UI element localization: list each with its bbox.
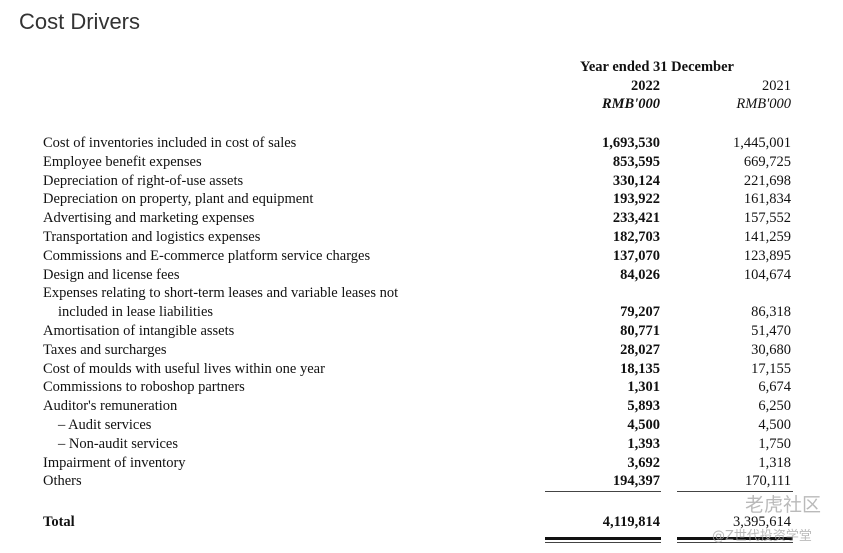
table-row: Cost of moulds with useful lives within … xyxy=(0,360,843,379)
row-label: – Audit services xyxy=(58,416,152,433)
period-header: Year ended 31 December xyxy=(580,59,734,75)
table-row: Taxes and surcharges 28,027 30,680 xyxy=(0,341,843,360)
row-label: Depreciation of right-of-use assets xyxy=(43,172,244,189)
double-rule-2021 xyxy=(677,537,793,540)
value-2022: 5,893 xyxy=(627,398,660,415)
total-2021: 3,395,614 xyxy=(733,514,791,530)
table-row: Expenses relating to short-term leases a… xyxy=(0,284,843,303)
table-row: Advertising and marketing expenses 233,4… xyxy=(0,209,843,228)
row-label: Cost of inventories included in cost of … xyxy=(43,135,297,151)
row-label: included in lease liabilities xyxy=(58,304,214,321)
total-label: Total xyxy=(43,514,75,530)
value-2022: 3,692 xyxy=(627,454,660,471)
value-2021: 170,111 xyxy=(744,473,791,490)
value-2021: 6,250 xyxy=(758,398,791,415)
table-row: Commissions and E-commerce platform serv… xyxy=(0,247,843,266)
col-2021-unit: RMB'000 xyxy=(736,96,791,112)
double-rule-2022b xyxy=(545,542,661,543)
table-row: Auditor's remuneration 5,893 6,250 xyxy=(0,397,843,416)
row-label: Commissions to roboshop partners xyxy=(43,379,245,396)
value-2021: 123,895 xyxy=(743,247,791,264)
value-2022: 1,693,530 xyxy=(602,135,660,151)
row-label: Commissions and E-commerce platform serv… xyxy=(43,247,371,264)
value-2021: 4,500 xyxy=(758,416,791,433)
value-2021: 141,259 xyxy=(743,228,791,245)
value-2021: 1,318 xyxy=(758,454,791,471)
table-row: included in lease liabilities 79,207 86,… xyxy=(0,303,843,322)
table-row: Cost of inventories included in cost of … xyxy=(0,134,843,153)
value-2022: 233,421 xyxy=(612,210,660,227)
table-row: Amortisation of intangible assets 80,771… xyxy=(0,322,843,341)
row-label: Depreciation on property, plant and equi… xyxy=(43,191,314,208)
value-2021: 17,155 xyxy=(751,360,791,377)
subtotal-rule-2022 xyxy=(545,491,661,492)
table-row: Commissions to roboshop partners 1,301 6… xyxy=(0,378,843,397)
table-row: Impairment of inventory 3,692 1,318 xyxy=(0,454,843,473)
value-2021: 669,725 xyxy=(743,153,791,170)
double-rule-2021b xyxy=(677,542,793,543)
table-row: Depreciation on property, plant and equi… xyxy=(0,190,843,209)
row-label: Cost of moulds with useful lives within … xyxy=(43,360,325,377)
value-2021: 6,674 xyxy=(758,379,791,396)
value-2021: 221,698 xyxy=(743,172,791,189)
value-2021: 161,834 xyxy=(743,191,791,208)
col-2022-unit: RMB'000 xyxy=(601,96,660,112)
value-2022: 193,922 xyxy=(612,191,660,208)
page-title: Cost Drivers xyxy=(19,9,141,34)
subtotal-rule-2021 xyxy=(677,491,793,492)
table-row: Employee benefit expenses 853,595 669,72… xyxy=(0,153,843,172)
table-row: Depreciation of right-of-use assets 330,… xyxy=(0,172,843,191)
row-label: Employee benefit expenses xyxy=(43,153,202,170)
value-2022: 853,595 xyxy=(612,153,660,170)
value-2022: 1,393 xyxy=(627,435,660,452)
value-2022: 182,703 xyxy=(612,228,660,245)
value-2022: 330,124 xyxy=(612,172,660,189)
row-label: Advertising and marketing expenses xyxy=(43,210,255,227)
row-label: – Non-audit services xyxy=(58,435,178,452)
value-2022: 18,135 xyxy=(620,360,660,377)
row-label: Auditor's remuneration xyxy=(43,398,178,415)
value-2022: 1,301 xyxy=(627,379,660,396)
table-row: – Audit services 4,500 4,500 xyxy=(0,416,843,435)
table-row: Others 194,397 170,111 xyxy=(0,472,843,491)
row-label: Impairment of inventory xyxy=(43,454,186,471)
watermark-logo: 老虎社区 xyxy=(745,494,822,516)
value-2022: 80,771 xyxy=(620,322,660,339)
value-2021: 86,318 xyxy=(751,304,791,321)
value-2022: 79,207 xyxy=(620,304,660,321)
table-row: Transportation and logistics expenses 18… xyxy=(0,228,843,247)
total-2022: 4,119,814 xyxy=(602,514,660,530)
row-label: Transportation and logistics expenses xyxy=(43,228,261,245)
total-row: Total 4,119,814 3,395,614 xyxy=(0,513,843,532)
value-2022: 84,026 xyxy=(620,266,660,283)
value-2021: 157,552 xyxy=(743,210,791,227)
row-label: Others xyxy=(43,473,82,490)
value-2021: 104,674 xyxy=(743,266,791,283)
value-2021: 1,445,001 xyxy=(733,135,791,151)
value-2021: 1,750 xyxy=(758,435,791,452)
row-label: Amortisation of intangible assets xyxy=(43,322,235,339)
row-label: Design and license fees xyxy=(43,266,180,283)
value-2021: 51,470 xyxy=(751,322,791,339)
watermark-handle: @Z世代投资学堂 xyxy=(712,529,812,544)
value-2022: 28,027 xyxy=(620,341,660,358)
value-2022: 137,070 xyxy=(612,247,660,264)
col-2022-year: 2022 xyxy=(631,78,660,94)
double-rule-2022 xyxy=(545,537,661,540)
value-2021: 30,680 xyxy=(751,341,791,358)
table-row: Design and license fees 84,026 104,674 xyxy=(0,266,843,285)
row-label: Expenses relating to short-term leases a… xyxy=(43,285,399,302)
table-row: – Non-audit services 1,393 1,750 xyxy=(0,435,843,454)
value-2022: 194,397 xyxy=(612,473,660,490)
value-2022: 4,500 xyxy=(627,416,660,433)
col-2021-year: 2021 xyxy=(762,78,791,94)
cost-table: Cost of inventories included in cost of … xyxy=(0,134,843,491)
row-label: Taxes and surcharges xyxy=(43,341,167,358)
